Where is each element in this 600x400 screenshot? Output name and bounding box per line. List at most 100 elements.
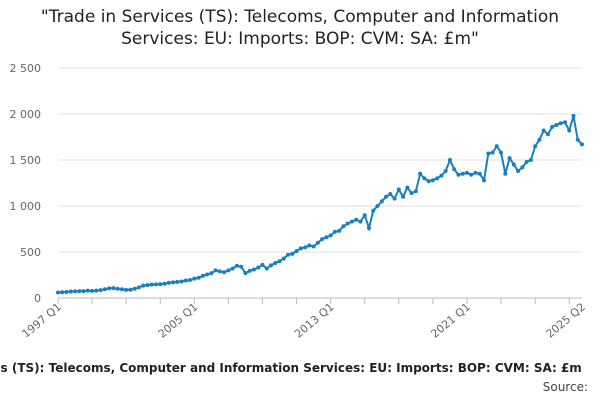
data-point: [392, 196, 397, 201]
data-point: [56, 290, 60, 295]
data-point: [409, 191, 414, 196]
data-point: [175, 279, 180, 284]
data-point: [422, 176, 427, 181]
data-point: [68, 289, 73, 294]
data-point: [516, 169, 521, 174]
chart-title: "Trade in Services (TS): Telecoms, Compu…: [40, 7, 560, 49]
data-point: [60, 290, 65, 295]
data-point: [388, 192, 393, 197]
data-point: [243, 271, 248, 276]
data-point: [247, 268, 252, 273]
data-point: [320, 237, 325, 242]
data-point: [90, 288, 95, 293]
y-tick-label: 2 000: [10, 108, 42, 121]
data-point: [179, 279, 184, 284]
data-point: [362, 213, 367, 218]
data-point: [192, 276, 197, 281]
data-point: [234, 263, 239, 268]
data-point: [379, 199, 384, 204]
axes: [57, 297, 582, 304]
data-point: [183, 278, 188, 283]
data-point: [337, 228, 342, 233]
data-point: [324, 235, 329, 240]
data-point: [124, 287, 129, 292]
data-point: [98, 288, 103, 293]
data-point: [264, 266, 269, 271]
data-point: [226, 268, 231, 273]
data-point: [477, 171, 482, 176]
data-point: [580, 142, 584, 147]
data-point: [115, 286, 120, 291]
x-tick-label: 2013 Q1: [292, 300, 336, 340]
data-point: [286, 252, 291, 257]
data-point: [490, 150, 495, 155]
data-point: [111, 286, 116, 291]
data-point: [375, 204, 380, 208]
data-point: [256, 265, 261, 270]
data-point: [473, 170, 478, 175]
data-point: [273, 261, 278, 266]
data-point: [550, 124, 555, 129]
data-point: [494, 144, 499, 149]
data-point: [439, 173, 444, 178]
data-point: [503, 171, 508, 176]
gridlines: [58, 67, 582, 253]
data-point: [328, 233, 333, 238]
x-tick-label: 2005 Q1: [156, 300, 200, 340]
data-point: [426, 179, 431, 184]
data-point: [545, 132, 550, 137]
data-point: [332, 229, 337, 234]
data-point: [460, 171, 465, 176]
data-point: [64, 290, 69, 295]
data-point: [452, 167, 457, 172]
data-point: [281, 256, 286, 261]
data-point: [486, 151, 491, 156]
data-point: [371, 208, 376, 213]
data-point: [303, 245, 308, 250]
y-tick-label: 1 000: [10, 200, 42, 213]
data-point: [102, 287, 107, 292]
data-point: [196, 275, 201, 280]
data-point: [73, 289, 78, 294]
data-point: [499, 150, 504, 155]
data-point: [554, 123, 559, 128]
data-point: [162, 281, 167, 286]
data-point: [77, 289, 82, 294]
data-point: [528, 158, 533, 162]
data-point: [166, 280, 171, 285]
data-point: [290, 251, 295, 256]
data-point: [511, 162, 516, 167]
data-point: [230, 266, 235, 271]
data-point: [354, 217, 359, 222]
data-point: [94, 288, 99, 293]
data-point: [153, 282, 158, 287]
data-point: [294, 249, 299, 254]
series-label: Trade in Services (TS): Telecoms, Comput…: [0, 361, 582, 375]
y-tick-label: 2 500: [10, 62, 42, 75]
data-points: [56, 113, 584, 295]
x-tick-label: 2025 Q2: [543, 300, 587, 340]
data-point: [418, 171, 423, 176]
data-point: [435, 176, 440, 181]
data-point: [260, 262, 265, 267]
data-point: [251, 267, 256, 272]
data-point: [107, 286, 112, 291]
data-point: [239, 264, 244, 269]
data-point: [558, 121, 563, 126]
data-point: [158, 282, 163, 287]
data-point: [136, 285, 141, 290]
data-point: [269, 263, 274, 268]
data-point: [575, 137, 580, 142]
x-tick-label: 1997 Q1: [19, 300, 63, 340]
data-point: [469, 172, 474, 177]
y-tick-labels: 0 500 1 000 1 500 2 000 2 500: [10, 62, 42, 305]
data-point: [315, 240, 320, 245]
data-point: [537, 137, 542, 142]
source-label: Source:: [542, 380, 588, 394]
data-point: [222, 270, 227, 275]
data-point: [141, 283, 146, 288]
data-point: [533, 144, 538, 149]
data-point: [209, 271, 214, 276]
data-point: [396, 187, 401, 192]
